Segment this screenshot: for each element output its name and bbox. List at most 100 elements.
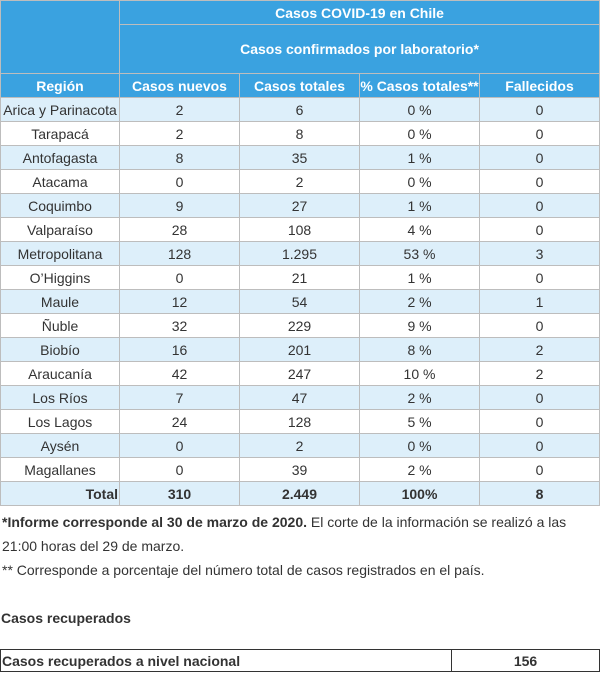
column-header-percent: % Casos totales** — [359, 73, 480, 98]
table-row: Araucanía 42 247 10 % 2 — [0, 361, 601, 386]
total-cases-cell: 39 — [239, 457, 360, 482]
new-cases-cell: 42 — [119, 361, 240, 386]
table-subtitle: Casos confirmados por laboratorio* — [118, 24, 601, 74]
new-cases-cell: 32 — [119, 313, 240, 338]
region-cell: Antofagasta — [0, 145, 120, 170]
column-header-new-cases: Casos nuevos — [119, 73, 240, 98]
table-row: Tarapacá 2 8 0 % 0 — [0, 121, 601, 146]
region-cell: Metropolitana — [0, 241, 120, 266]
footnote-percentage: ** Corresponde a porcentaje del número t… — [2, 562, 485, 578]
table-row: O’Higgins 0 21 1 % 0 — [0, 265, 601, 290]
new-cases-cell: 16 — [119, 337, 240, 362]
total-percent: 100% — [359, 481, 480, 506]
deaths-cell: 0 — [478, 217, 601, 242]
percent-cell: 0 % — [359, 97, 480, 122]
deaths-cell: 0 — [478, 145, 601, 170]
new-cases-cell: 2 — [119, 97, 240, 122]
footnotes: *Informe corresponde al 30 de marzo de 2… — [0, 510, 601, 582]
percent-cell: 2 % — [359, 385, 480, 410]
deaths-cell: 0 — [478, 313, 601, 338]
percent-cell: 8 % — [359, 337, 480, 362]
table-row: Los Ríos 7 47 2 % 0 — [0, 385, 601, 410]
column-header-total-cases: Casos totales — [239, 73, 360, 98]
region-cell: Arica y Parinacota — [0, 97, 120, 122]
table-row: Maule 12 54 2 % 1 — [0, 289, 601, 314]
recovered-section-title: Casos recuperados — [1, 610, 131, 626]
new-cases-cell: 0 — [119, 169, 240, 194]
deaths-cell: 0 — [478, 169, 601, 194]
table-row: Aysén 0 2 0 % 0 — [0, 433, 601, 458]
table-row: Ñuble 32 229 9 % 0 — [0, 313, 601, 338]
percent-cell: 1 % — [359, 145, 480, 170]
new-cases-cell: 0 — [119, 265, 240, 290]
deaths-cell: 0 — [478, 457, 601, 482]
region-cell: Araucanía — [0, 361, 120, 386]
deaths-cell: 0 — [478, 433, 601, 458]
deaths-cell: 0 — [478, 409, 601, 434]
new-cases-cell: 28 — [119, 217, 240, 242]
total-deaths: 8 — [478, 481, 601, 506]
table-row: Los Lagos 24 128 5 % 0 — [0, 409, 601, 434]
total-cases-cell: 8 — [239, 121, 360, 146]
table-row: Antofagasta 8 35 1 % 0 — [0, 145, 601, 170]
percent-cell: 10 % — [359, 361, 480, 386]
percent-cell: 2 % — [359, 289, 480, 314]
deaths-cell: 2 — [478, 337, 601, 362]
percent-cell: 0 % — [359, 169, 480, 194]
total-cases-cell: 247 — [239, 361, 360, 386]
region-cell: Tarapacá — [0, 121, 120, 146]
region-cell: Valparaíso — [0, 217, 120, 242]
new-cases-cell: 0 — [119, 433, 240, 458]
total-label: Total — [0, 481, 120, 506]
region-cell: Magallanes — [0, 457, 120, 482]
new-cases-cell: 24 — [119, 409, 240, 434]
deaths-cell: 0 — [478, 97, 601, 122]
recovered-table: Casos recuperados a nivel nacional 156 — [0, 649, 600, 672]
region-cell: Atacama — [0, 169, 120, 194]
deaths-cell: 0 — [478, 193, 601, 218]
table-row: Metropolitana 128 1.295 53 % 3 — [0, 241, 601, 266]
recovered-value: 156 — [451, 649, 600, 672]
region-cell: Biobío — [0, 337, 120, 362]
new-cases-cell: 12 — [119, 289, 240, 314]
new-cases-cell: 7 — [119, 385, 240, 410]
total-cases-cell: 35 — [239, 145, 360, 170]
region-cell: Los Ríos — [0, 385, 120, 410]
percent-cell: 0 % — [359, 121, 480, 146]
percent-cell: 5 % — [359, 409, 480, 434]
table-row: Magallanes 0 39 2 % 0 — [0, 457, 601, 482]
region-cell: Coquimbo — [0, 193, 120, 218]
total-cases-cell: 201 — [239, 337, 360, 362]
table-row: Coquimbo 9 27 1 % 0 — [0, 193, 601, 218]
new-cases-cell: 8 — [119, 145, 240, 170]
percent-cell: 1 % — [359, 265, 480, 290]
total-cases-cell: 27 — [239, 193, 360, 218]
region-cell: Ñuble — [0, 313, 120, 338]
column-header-region: Región — [0, 73, 120, 98]
table-row: Biobío 16 201 8 % 2 — [0, 337, 601, 362]
recovered-row: Casos recuperados a nivel nacional 156 — [0, 649, 600, 672]
column-header-deaths: Fallecidos — [478, 73, 601, 98]
new-cases-cell: 2 — [119, 121, 240, 146]
total-new-cases: 310 — [119, 481, 240, 506]
table-body: Arica y Parinacota 2 6 0 % 0 Tarapacá 2 8 0 % 0 An… — [0, 97, 601, 482]
table-title: Casos COVID-19 en Chile — [118, 0, 601, 25]
deaths-cell: 0 — [478, 265, 601, 290]
covid-cases-table: Casos COVID-19 en Chile Casos confirmado… — [0, 0, 601, 506]
recovered-label: Casos recuperados a nivel nacional — [0, 649, 452, 672]
total-cases-cell: 6 — [239, 97, 360, 122]
total-row: Total 310 2.449 100% 8 — [0, 481, 601, 506]
new-cases-cell: 0 — [119, 457, 240, 482]
new-cases-cell: 128 — [119, 241, 240, 266]
percent-cell: 2 % — [359, 457, 480, 482]
total-cases-cell: 128 — [239, 409, 360, 434]
total-cases-cell: 229 — [239, 313, 360, 338]
percent-cell: 4 % — [359, 217, 480, 242]
table-row: Valparaíso 28 108 4 % 0 — [0, 217, 601, 242]
percent-cell: 9 % — [359, 313, 480, 338]
total-cases: 2.449 — [239, 481, 360, 506]
region-cell: Maule — [0, 289, 120, 314]
footnote-report-date-rest: El corte de la información se realizó a … — [2, 514, 567, 554]
deaths-cell: 0 — [478, 121, 601, 146]
percent-cell: 53 % — [359, 241, 480, 266]
